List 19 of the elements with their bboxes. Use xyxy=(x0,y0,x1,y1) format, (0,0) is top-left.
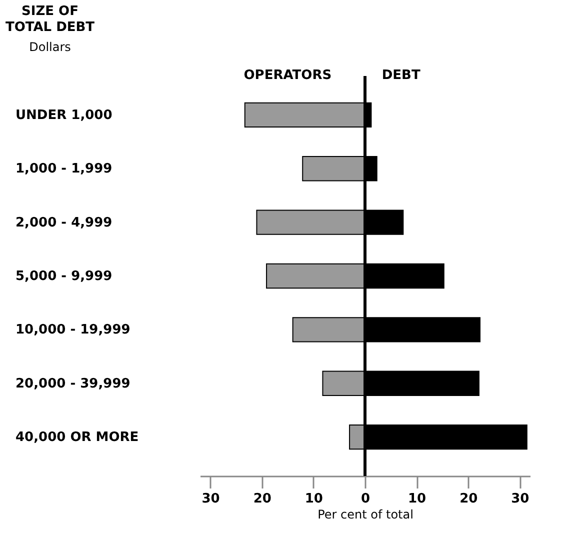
x-tick-label: 20 xyxy=(460,492,478,506)
y-tick-label: 1,000 - 1,999 xyxy=(16,162,112,177)
y-tick-label: 2,000 - 4,999 xyxy=(16,215,112,230)
y-axis-title: SIZE OF TOTAL DEBT xyxy=(5,4,95,35)
y-tick-label: UNDER 1,000 xyxy=(16,108,112,123)
y-tick-label: 5,000 - 9,999 xyxy=(16,269,112,284)
y-tick-label: 40,000 OR MORE xyxy=(16,430,139,446)
series-label: DEBT xyxy=(382,68,420,83)
text: Dollars xyxy=(29,40,71,54)
y-tick-label: 10,000 - 19,999 xyxy=(16,322,130,338)
y-tick-label: 20,000 - 39,999 xyxy=(16,376,130,392)
series-label: OPERATORS xyxy=(244,68,332,83)
x-tick-label: 0 xyxy=(360,492,370,506)
x-tick-label: 30 xyxy=(202,492,220,506)
x-tick-label: 20 xyxy=(253,492,272,506)
x-tick-label: 10 xyxy=(408,492,426,506)
x-tick-label: 10 xyxy=(304,492,323,506)
x-axis-title: Per cent of total xyxy=(318,508,414,522)
x-tick-label: 30 xyxy=(511,492,530,506)
